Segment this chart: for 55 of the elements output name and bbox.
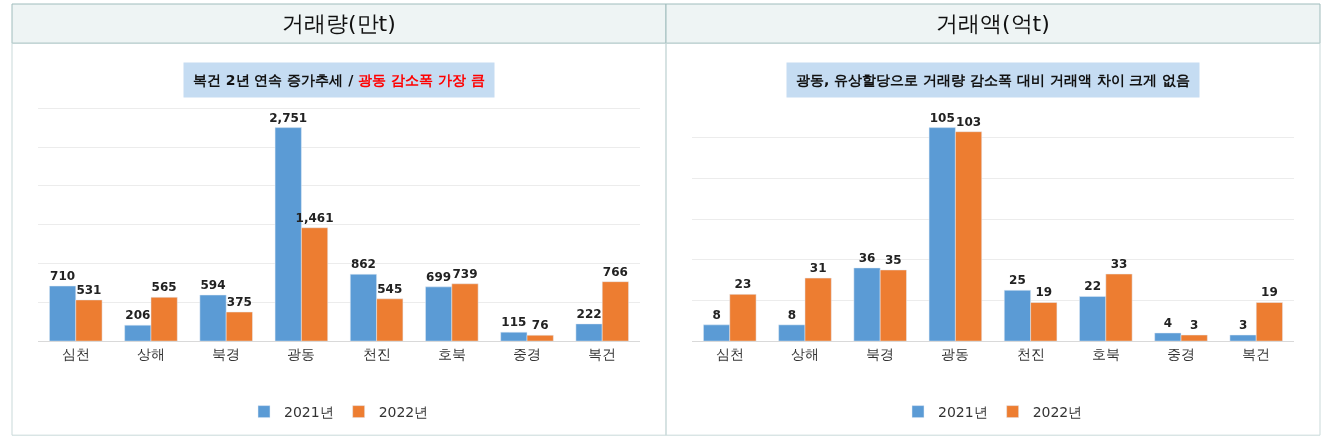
chart-title: 거래량(만t) — [282, 11, 396, 36]
data-label: 3 — [1190, 318, 1199, 333]
x-tick-label: 천진 — [362, 345, 391, 362]
data-label: 2,751 — [269, 110, 308, 125]
data-label: 36 — [858, 250, 876, 265]
data-label: 545 — [377, 281, 403, 296]
data-label: 23 — [734, 277, 752, 292]
legend-label: 2022년 — [378, 404, 429, 421]
data-label: 8 — [712, 307, 721, 322]
x-tick-label: 북경 — [866, 345, 895, 362]
x-tick-label: 호북 — [437, 345, 466, 362]
x-tick-label: 광동 — [941, 345, 970, 362]
data-label: 115 — [501, 315, 527, 330]
data-label: 699 — [426, 269, 452, 284]
x-tick-label: 광동 — [287, 345, 316, 362]
data-label: 103 — [956, 114, 982, 129]
chart-subtitle: 복건 2년 연속 증가추세 / 광동 감소폭 가장 큼 — [193, 72, 485, 88]
x-tick-label: 복건 — [588, 345, 617, 362]
data-label: 766 — [602, 264, 628, 279]
legend-label: 2021년 — [938, 404, 988, 421]
chart-title: 거래액(억t) — [936, 11, 1050, 36]
x-tick-label: 중경 — [1167, 345, 1196, 362]
x-tick-label: 북경 — [212, 345, 241, 362]
data-label: 76 — [531, 318, 549, 333]
data-label: 25 — [1009, 273, 1026, 288]
x-tick-label: 중경 — [513, 345, 542, 362]
data-label: 565 — [151, 280, 177, 295]
data-label: 594 — [200, 278, 226, 293]
data-label: 4 — [1163, 315, 1173, 330]
data-label: 105 — [929, 110, 955, 125]
data-label: 3 — [1238, 318, 1248, 333]
data-label: 19 — [1261, 285, 1278, 300]
data-label: 33 — [1110, 257, 1128, 272]
x-tick-label: 상해 — [136, 345, 165, 362]
data-label: 8 — [787, 307, 796, 322]
legend-label: 2022년 — [1032, 404, 1083, 421]
x-tick-label: 심천 — [61, 345, 90, 362]
data-label: 19 — [1035, 285, 1053, 300]
data-label: 22 — [1084, 279, 1102, 294]
data-label: 375 — [226, 295, 252, 310]
data-label: 222 — [576, 306, 602, 321]
x-tick-label: 심천 — [715, 345, 744, 362]
x-tick-label: 상해 — [790, 345, 819, 362]
data-label: 531 — [76, 282, 102, 297]
legend-label: 2021년 — [284, 404, 334, 421]
x-tick-label: 호북 — [1091, 345, 1120, 362]
data-label: 31 — [809, 261, 827, 276]
data-label: 710 — [50, 269, 76, 284]
x-tick-label: 천진 — [1016, 345, 1045, 362]
data-label: 206 — [125, 308, 151, 323]
data-label: 35 — [884, 252, 902, 267]
chart-subtitle: 광동, 유상할당으로 거래량 감소폭 대비 거래액 차이 크게 없음 — [796, 72, 1191, 88]
x-tick-label: 복건 — [1242, 345, 1271, 362]
data-label: 739 — [452, 266, 478, 281]
data-label: 862 — [350, 257, 376, 272]
